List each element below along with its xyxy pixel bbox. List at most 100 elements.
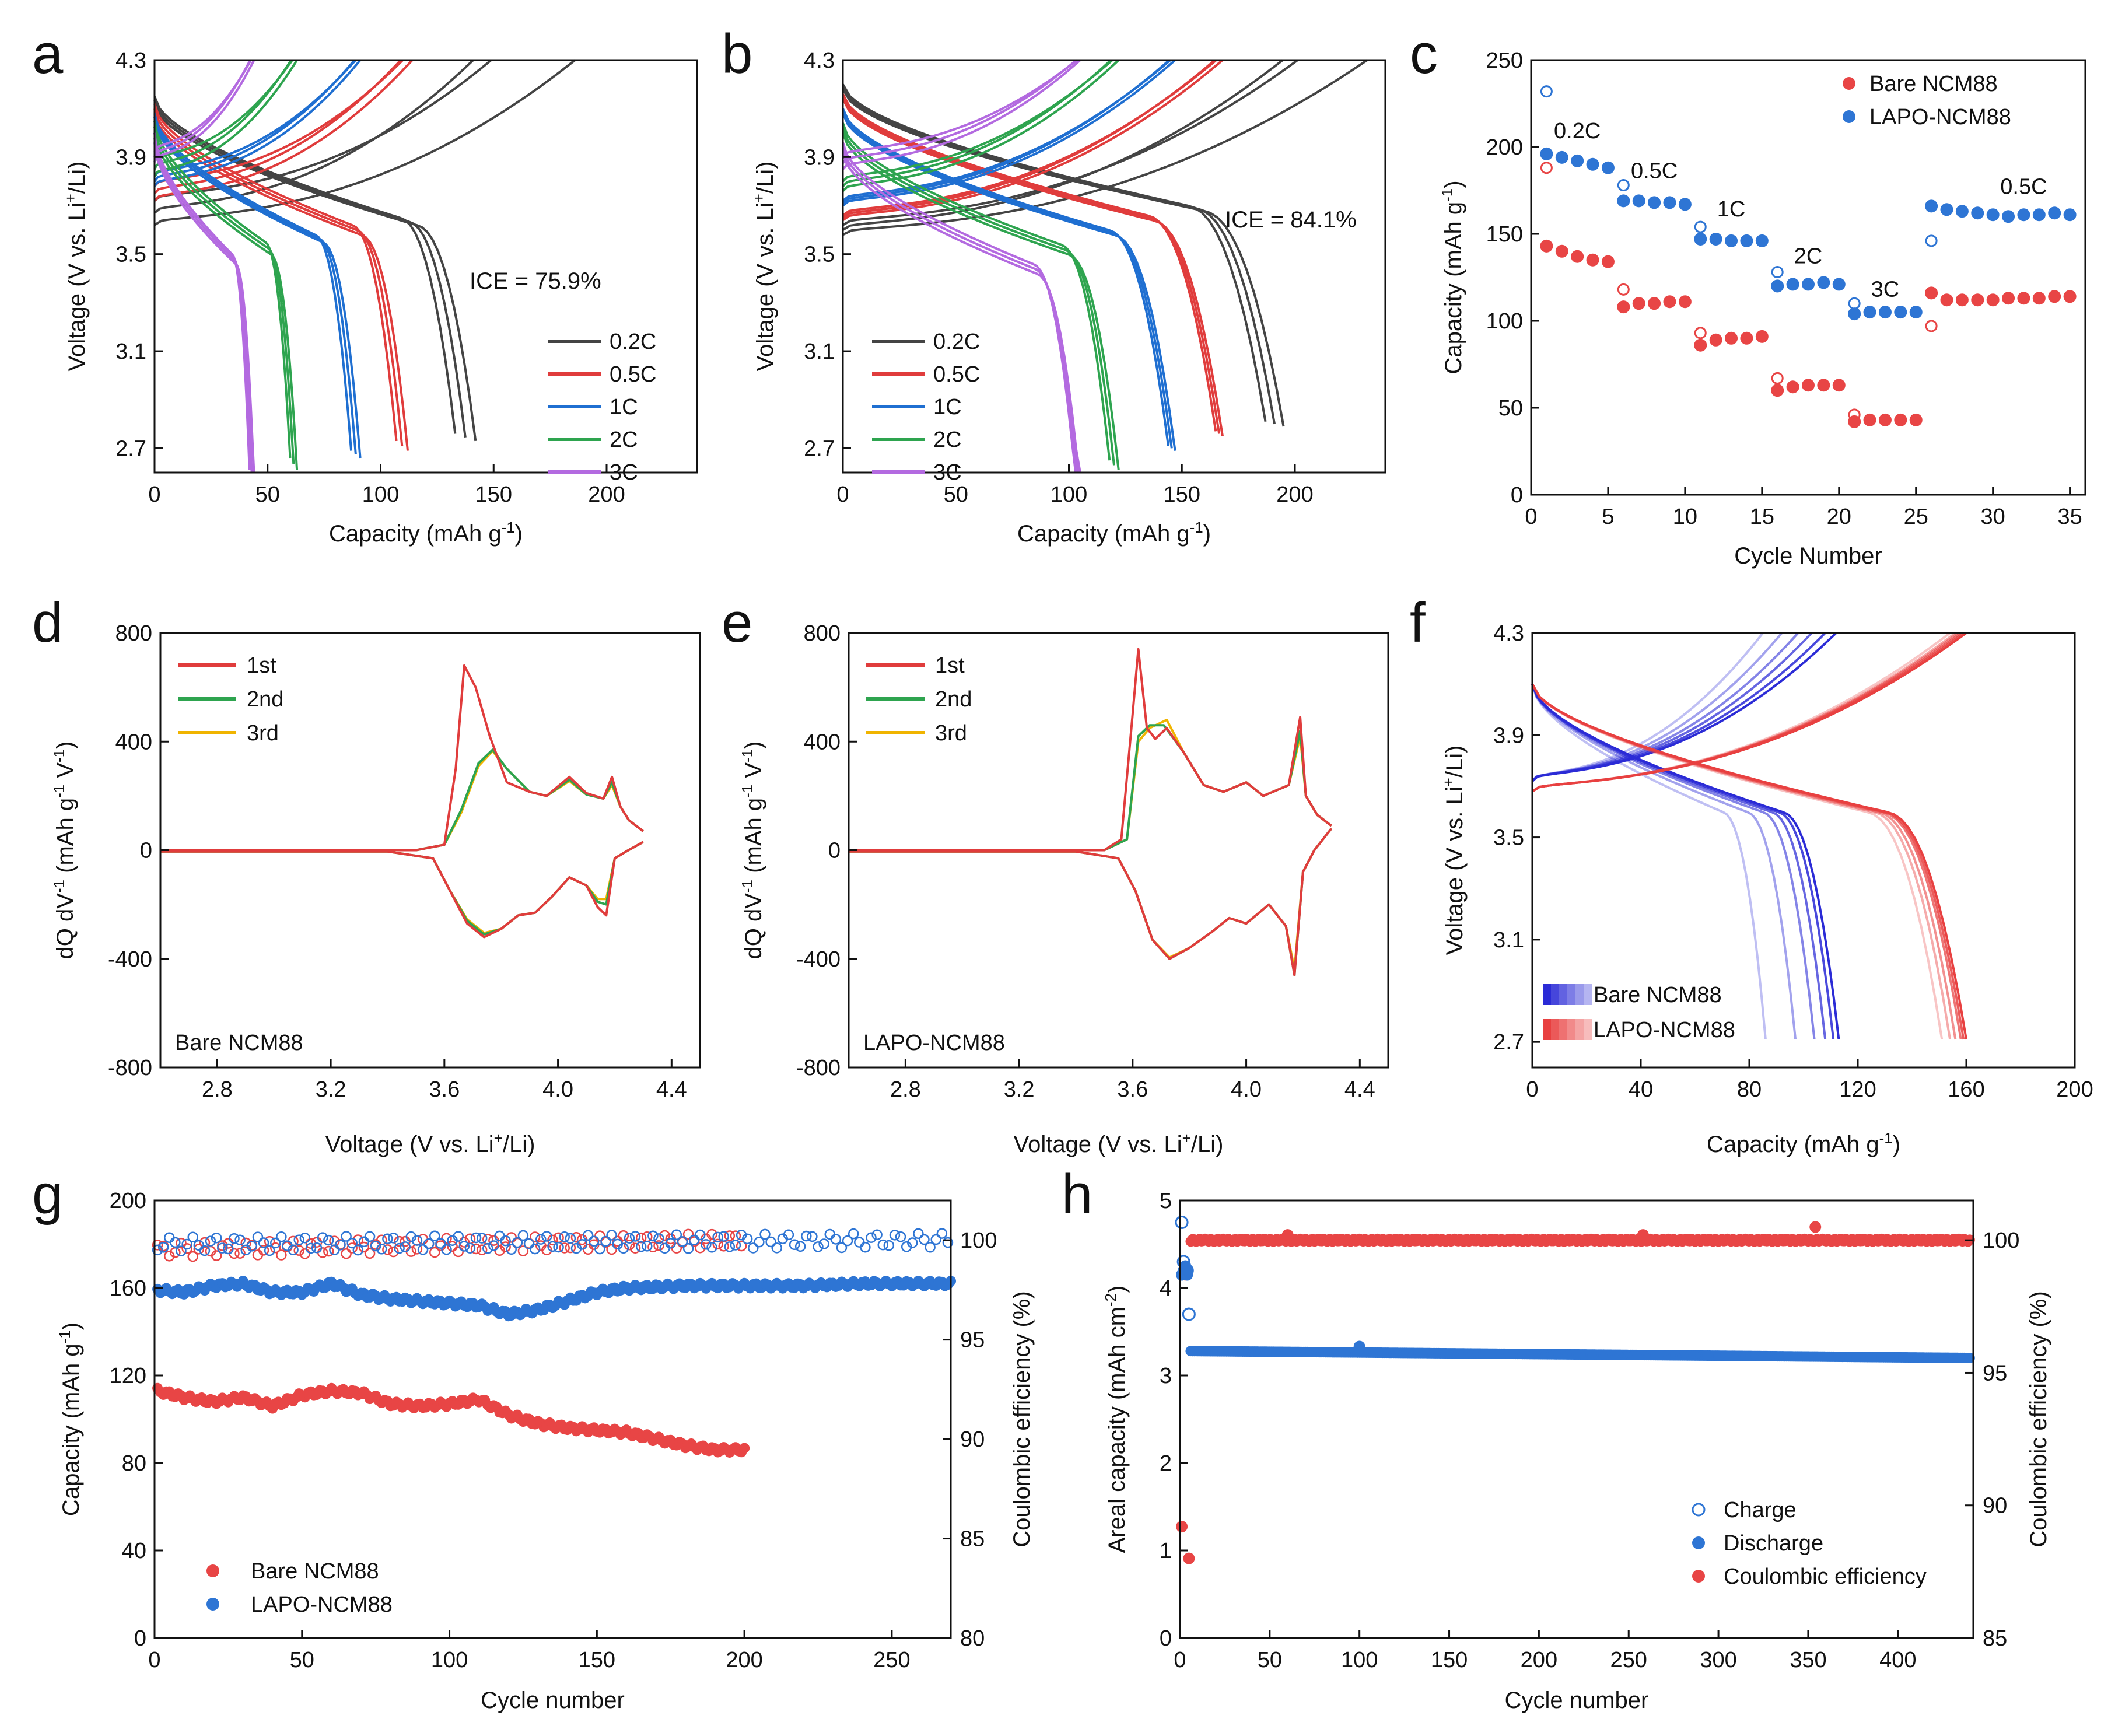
rate-label: 0.2C bbox=[1554, 119, 1601, 144]
legend-label: LAPO-NCM88 bbox=[1869, 105, 2011, 130]
discharge-point-LAPO-NCM88 bbox=[1802, 278, 1815, 291]
ce-point-Bare NCM88 bbox=[293, 1245, 304, 1256]
x-tick-label: 0 bbox=[1525, 505, 1537, 529]
label-part: Areal capacity (mAh cm bbox=[1104, 1307, 1130, 1553]
ce-outlier-point bbox=[1809, 1221, 1822, 1233]
label-part: Voltage (V vs. Li bbox=[1442, 786, 1468, 955]
x-axis-label: Capacity (mAh g-1) bbox=[1017, 519, 1211, 547]
ce-point-LAPO-NCM88 bbox=[907, 1237, 918, 1248]
ce-point-LAPO-NCM88 bbox=[317, 1232, 328, 1243]
ce-point-Bare NCM88 bbox=[541, 1244, 552, 1256]
x-tick-label: 160 bbox=[1948, 1077, 1984, 1102]
ce-point-LAPO-NCM88 bbox=[848, 1228, 859, 1240]
ce-point-LAPO-NCM88 bbox=[417, 1244, 429, 1255]
ce-point-LAPO-NCM88 bbox=[801, 1230, 812, 1242]
label-part: ) bbox=[741, 741, 766, 749]
x-tick-label: 150 bbox=[579, 1648, 615, 1672]
legend-marker bbox=[1843, 77, 1855, 90]
label-part: (mAh g bbox=[52, 798, 78, 880]
ce-point-LAPO-NCM88 bbox=[229, 1233, 240, 1244]
ce-point-LAPO-NCM88 bbox=[877, 1239, 888, 1251]
legend-marker bbox=[1692, 1570, 1705, 1583]
y-axis-label: dQ dV-1 (mAh g-1 V-1) bbox=[738, 741, 766, 960]
y-tick-label: 80 bbox=[122, 1451, 146, 1476]
discharge-point-LAPO-NCM88 bbox=[1601, 161, 1615, 174]
ce-point-LAPO-NCM88 bbox=[276, 1231, 287, 1242]
legend-label: 2nd bbox=[247, 687, 283, 712]
ce-point-LAPO-NCM88 bbox=[600, 1236, 611, 1247]
ce-point-LAPO-NCM88 bbox=[352, 1244, 364, 1256]
ce-point-LAPO-NCM88 bbox=[152, 1244, 163, 1256]
discharge-point-LAPO-NCM88 bbox=[1925, 200, 1938, 213]
ce-point-Bare NCM88 bbox=[352, 1234, 364, 1245]
charge-point-Bare NCM88 bbox=[1925, 320, 1938, 332]
ce-point-Bare NCM88 bbox=[270, 1242, 281, 1254]
ce-point-LAPO-NCM88 bbox=[807, 1231, 818, 1242]
ce-point-Bare NCM88 bbox=[411, 1244, 423, 1255]
x-axis-label: Voltage (V vs. Li+/Li) bbox=[325, 1129, 535, 1157]
ce-point-Bare NCM88 bbox=[170, 1247, 181, 1258]
y-tick-label: 400 bbox=[115, 730, 152, 754]
discharge-point-LAPO-NCM88 bbox=[1848, 307, 1861, 321]
discharge-point-Bare NCM88 bbox=[1678, 295, 1692, 309]
legend-gradient-swatch bbox=[1559, 1019, 1567, 1040]
x-tick-label: 80 bbox=[1737, 1077, 1762, 1102]
discharge-point-LAPO-NCM88 bbox=[1586, 158, 1599, 171]
legend-label: 1C bbox=[933, 395, 962, 419]
chart-b-voltage-profiles-lapo: 0 50 100 150 200 2.7 3.1 3.5 3.9 4.3 Capacity (mAh… bbox=[750, 48, 1386, 547]
x-tick-label: 15 bbox=[1750, 505, 1774, 529]
y-tick-label: 200 bbox=[1486, 135, 1523, 160]
charge-curve-2C bbox=[842, 59, 1113, 183]
ce-point-LAPO-NCM88 bbox=[930, 1234, 941, 1245]
panel-label-d: d bbox=[32, 592, 63, 654]
label-part: + bbox=[494, 1129, 503, 1147]
ce-point-LAPO-NCM88 bbox=[618, 1242, 629, 1254]
y-tick-label: 400 bbox=[804, 730, 841, 754]
x-tick-label: 30 bbox=[1981, 505, 2005, 529]
ce-point-LAPO-NCM88 bbox=[394, 1242, 405, 1254]
y-axis-label: Voltage (V vs. Li+/Li) bbox=[750, 162, 778, 372]
y-tick-label: 3.5 bbox=[115, 243, 146, 267]
legend-label: 2nd bbox=[935, 687, 972, 712]
discharge-point-Bare NCM88 bbox=[1802, 379, 1815, 392]
y-tick-label: 4.3 bbox=[115, 48, 146, 73]
ce-point-Bare NCM88 bbox=[211, 1250, 222, 1261]
label-part: Capacity (mAh g bbox=[58, 1343, 84, 1516]
discharge-point-LAPO-NCM88 bbox=[2048, 206, 2061, 220]
x-axis-label: Capacity (mAh g-1) bbox=[329, 519, 523, 547]
ce-point-Bare NCM88 bbox=[394, 1236, 405, 1247]
x-axis-label: Cycle number bbox=[481, 1688, 625, 1713]
charge-curve-1C bbox=[842, 59, 1176, 207]
charge-point-LAPO-NCM88 bbox=[1694, 220, 1707, 233]
charge-early-point bbox=[1176, 1255, 1190, 1269]
label-part: ) bbox=[1104, 1286, 1130, 1293]
discharge-point-Bare NCM88 bbox=[1740, 331, 1753, 345]
legend-gradient-swatch bbox=[1567, 984, 1575, 1005]
ce-point-LAPO-NCM88 bbox=[199, 1245, 211, 1256]
y-right-tick-label: 85 bbox=[960, 1527, 985, 1552]
charge-curve-Bare NCM88 bbox=[1531, 632, 1837, 782]
discharge-curve-3C bbox=[842, 152, 1081, 473]
x-tick-label: 0 bbox=[1174, 1648, 1186, 1672]
panel-label-b: b bbox=[722, 23, 752, 85]
panel-label-h: h bbox=[1062, 1163, 1092, 1226]
label-part: Cycle Number bbox=[1734, 543, 1882, 569]
label-part: -1 bbox=[502, 519, 515, 536]
x-tick-label: 4.0 bbox=[542, 1077, 573, 1102]
ce-point-LAPO-NCM88 bbox=[441, 1244, 452, 1255]
ce-point-LAPO-NCM88 bbox=[234, 1234, 246, 1245]
ice-annotation: ICE = 84.1% bbox=[1225, 207, 1357, 233]
discharge-point-Bare NCM88 bbox=[1755, 330, 1769, 343]
discharge-point-Bare NCM88 bbox=[2002, 292, 2015, 305]
x-tick-label: 0 bbox=[836, 482, 849, 507]
x-tick-label: 100 bbox=[1051, 482, 1087, 507]
x-tick-label: 25 bbox=[1904, 505, 1928, 529]
label-part: Capacity (mAh g bbox=[1707, 1132, 1879, 1157]
ce-point-LAPO-NCM88 bbox=[629, 1231, 641, 1242]
ce-point-LAPO-NCM88 bbox=[582, 1230, 594, 1241]
charge-curve-3C bbox=[842, 59, 1081, 170]
ce-point-Bare NCM88 bbox=[382, 1244, 393, 1255]
x-tick-label: 250 bbox=[1610, 1648, 1647, 1672]
ce-point-LAPO-NCM88 bbox=[695, 1229, 706, 1241]
ce-point-Bare NCM88 bbox=[388, 1246, 399, 1258]
